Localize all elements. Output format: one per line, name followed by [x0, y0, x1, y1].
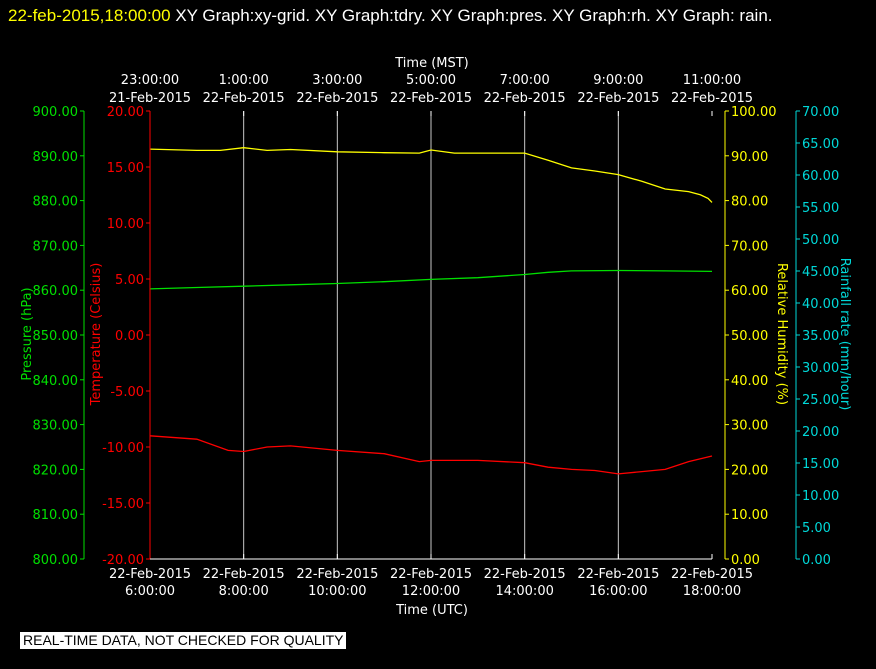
- rain-tick-label: 5.00: [802, 521, 831, 536]
- grid: [243, 111, 619, 559]
- pressure-tick-label: 860.00: [33, 284, 79, 299]
- temperature-tick-label: -20.00: [102, 553, 144, 568]
- temperature-series-line: [149, 435, 713, 475]
- x-top-tick-date: 22-Feb-2015: [296, 91, 378, 106]
- x-tick-time: 16:00:00: [589, 584, 647, 599]
- pressure-tick-label: 830.00: [33, 419, 79, 434]
- humidity-tick-label: 60.00: [731, 284, 768, 299]
- pressure-tick-label: 850.00: [33, 329, 79, 344]
- x-tick-time: 14:00:00: [495, 584, 553, 599]
- x-tick-time: 8:00:00: [219, 584, 269, 599]
- quality-notice: REAL-TIME DATA, NOT CHECKED FOR QUALITY: [20, 632, 347, 649]
- x-top-tick-date: 22-Feb-2015: [577, 91, 659, 106]
- x-top-tick-date: 22-Feb-2015: [390, 91, 472, 106]
- rain-tick-label: 35.00: [802, 329, 839, 344]
- header-timestamp: 22-feb-2015,18:00:00: [8, 6, 171, 25]
- x-top-tick-time: 7:00:00: [500, 73, 550, 88]
- x-top-tick-date: 21-Feb-2015: [109, 91, 191, 106]
- x-tick-date: 22-Feb-2015: [109, 567, 191, 582]
- humidity-tick-label: 30.00: [731, 419, 768, 434]
- x-top-tick-date: 22-Feb-2015: [671, 91, 753, 106]
- x-tick-date: 22-Feb-2015: [577, 567, 659, 582]
- x-top-tick-date: 22-Feb-2015: [484, 91, 566, 106]
- x-tick-date: 22-Feb-2015: [484, 567, 566, 582]
- rain-tick-label: 60.00: [802, 169, 839, 184]
- pressure-tick-label: 800.00: [33, 553, 79, 568]
- x-tick-date: 22-Feb-2015: [296, 567, 378, 582]
- humidity-tick-label: 90.00: [731, 150, 768, 165]
- humidity-tick-label: 100.00: [731, 105, 777, 120]
- temperature-axis-label: Temperature (Celsius): [89, 263, 104, 407]
- humidity-tick-label: 0.00: [731, 553, 760, 568]
- rain-tick-label: 40.00: [802, 297, 839, 312]
- rain-tick-label: 50.00: [802, 233, 839, 248]
- x-tick-time: 18:00:00: [683, 584, 741, 599]
- humidity-axis-label: Relative Humidity (%): [774, 263, 789, 405]
- x-top-tick-time: 11:00:00: [683, 73, 741, 88]
- graph-header: 22-feb-2015,18:00:00 XY Graph:xy-grid. X…: [8, 3, 868, 29]
- temperature-tick-label: 15.00: [107, 161, 144, 176]
- x-axis-bottom-label: Time (UTC): [395, 603, 468, 618]
- x-top-tick-time: 5:00:00: [406, 73, 456, 88]
- rain-axis-label: Rainfall rate (mm/hour): [837, 258, 852, 411]
- pressure-tick-label: 870.00: [33, 239, 79, 254]
- rain-tick-label: 25.00: [802, 393, 839, 408]
- x-tick-date: 22-Feb-2015: [671, 567, 753, 582]
- pressure-axis-label: Pressure (hPa): [20, 287, 35, 380]
- pressure-tick-label: 810.00: [33, 508, 79, 523]
- x-top-tick-date: 22-Feb-2015: [203, 91, 285, 106]
- pressure-tick-label: 900.00: [33, 105, 79, 120]
- x-tick-time: 12:00:00: [402, 584, 460, 599]
- humidity-tick-label: 80.00: [731, 195, 768, 210]
- rain-tick-label: 55.00: [802, 201, 839, 216]
- rain-tick-label: 10.00: [802, 489, 839, 504]
- x-tick-time: 6:00:00: [125, 584, 175, 599]
- rain-tick-label: 45.00: [802, 265, 839, 280]
- x-top-tick-time: 9:00:00: [593, 73, 643, 88]
- temperature-tick-label: -5.00: [110, 385, 144, 400]
- rain-tick-label: 20.00: [802, 425, 839, 440]
- temperature-tick-label: 10.00: [107, 217, 144, 232]
- header-graph-list: XY Graph:xy-grid. XY Graph:tdry. XY Grap…: [170, 6, 773, 25]
- humidity-tick-label: 70.00: [731, 239, 768, 254]
- humidity-tick-label: 40.00: [731, 374, 768, 389]
- rain-tick-label: 0.00: [802, 553, 831, 568]
- pressure-tick-label: 820.00: [33, 463, 79, 478]
- series-lines: [149, 147, 713, 475]
- temperature-tick-label: 20.00: [107, 105, 144, 120]
- temperature-tick-label: 0.00: [115, 329, 144, 344]
- pressure-tick-label: 890.00: [33, 150, 79, 165]
- rain-tick-label: 70.00: [802, 105, 839, 120]
- humidity-series-line: [149, 147, 713, 203]
- x-axis-top-label: Time (MST): [394, 56, 469, 71]
- x-tick-date: 22-Feb-2015: [203, 567, 285, 582]
- temperature-tick-label: -10.00: [102, 441, 144, 456]
- x-tick-time: 10:00:00: [308, 584, 366, 599]
- rain-tick-label: 15.00: [802, 457, 839, 472]
- humidity-tick-label: 10.00: [731, 508, 768, 523]
- x-top-tick-time: 1:00:00: [219, 73, 269, 88]
- pressure-series-line: [149, 269, 713, 290]
- rain-tick-label: 30.00: [802, 361, 839, 376]
- axes: 22-Feb-2015 6:00:00 23:00:00 21-Feb-2015 22-…: [33, 73, 840, 599]
- pressure-tick-label: 880.00: [33, 195, 79, 210]
- temperature-tick-label: 5.00: [115, 273, 144, 288]
- pressure-tick-label: 840.00: [33, 374, 79, 389]
- humidity-tick-label: 50.00: [731, 329, 768, 344]
- rain-tick-label: 65.00: [802, 137, 839, 152]
- x-top-tick-time: 3:00:00: [312, 73, 362, 88]
- x-tick-date: 22-Feb-2015: [390, 567, 472, 582]
- x-top-tick-time: 23:00:00: [121, 73, 179, 88]
- humidity-tick-label: 20.00: [731, 463, 768, 478]
- temperature-tick-label: -15.00: [102, 497, 144, 512]
